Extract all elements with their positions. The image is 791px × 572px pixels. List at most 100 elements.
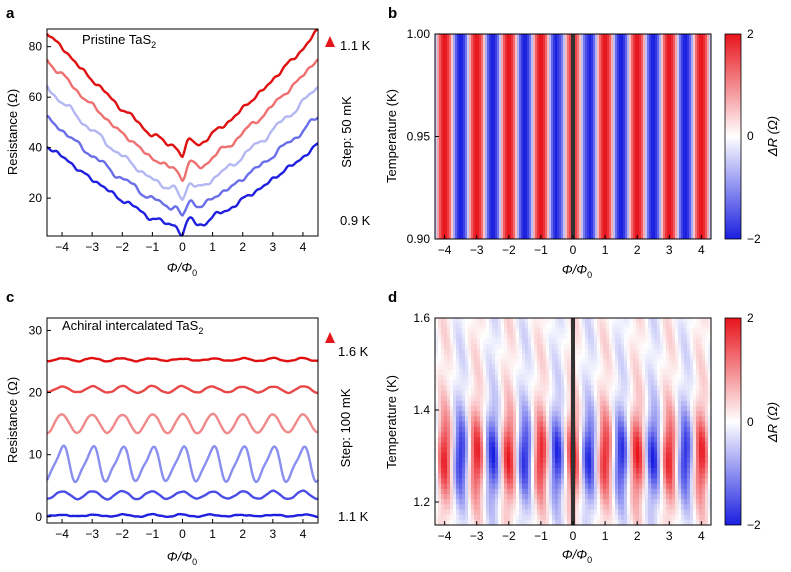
- panel-c-series-line: [46, 356, 319, 363]
- panel-d-heat-cell: [645, 447, 649, 453]
- panel-d-heat-cell: [684, 493, 688, 500]
- panel-d-heat-cell: [537, 390, 541, 397]
- panel-d-heat-cell: [708, 437, 712, 443]
- panel-d-heat-cell: [633, 411, 637, 417]
- panel-d-heat-cell: [585, 411, 589, 417]
- panel-d-heat-cell: [567, 380, 571, 386]
- panel-d-heat-cell: [702, 369, 706, 376]
- panel-d-heat-cell: [630, 411, 634, 417]
- panel-d-heat-cell: [534, 359, 538, 365]
- panel-d-heat-cell: [618, 374, 622, 381]
- panel-d-heat-cell: [699, 488, 703, 495]
- panel-d-heat-cell: [456, 457, 460, 464]
- panel-d-heat-cell: [480, 385, 484, 391]
- panel-d-heat-cell: [585, 483, 589, 490]
- panel-d-heat-cell: [561, 405, 565, 412]
- panel-d-heat-cell: [486, 380, 490, 386]
- panel-d-heat-cell: [513, 447, 517, 453]
- panel-d-heat-cell: [594, 426, 598, 433]
- panel-d-heat-cell: [561, 343, 565, 350]
- panel-d-heat-cell: [633, 359, 637, 365]
- panel-d-heat-cell: [645, 364, 649, 371]
- panel-d-heat-cell: [507, 395, 511, 402]
- panel-d-heat-cell: [534, 411, 538, 417]
- panel-d-heat-cell: [693, 390, 697, 397]
- panel-d-heat-cell: [657, 499, 661, 505]
- panel-d-heat-cell: [552, 333, 556, 340]
- panel-d-heat-cell: [693, 514, 697, 521]
- panel-d-heat-cell: [624, 318, 628, 324]
- panel-d-heat-cell: [543, 343, 547, 350]
- panel-d-heat-cell: [522, 380, 526, 386]
- panel-d-heat-cell: [513, 411, 517, 417]
- panel-d-heat-cell: [474, 374, 478, 381]
- panel-d-heat-cell: [600, 504, 604, 510]
- panel-d-heat-cell: [690, 514, 694, 521]
- panel-d-heat-cell: [459, 447, 463, 453]
- panel-d-heat-cell: [555, 359, 559, 365]
- panel-d-heat-cell: [681, 343, 685, 350]
- panel-d-heat-cell: [699, 369, 703, 376]
- panel-d-heat-cell: [693, 405, 697, 412]
- panel-d-heat-cell: [672, 483, 676, 490]
- panel-d-heat-cell: [453, 333, 457, 340]
- panel-d-heat-cell: [474, 395, 478, 402]
- panel-d-heat-cell: [486, 400, 490, 407]
- panel-d-heat-cell: [534, 349, 538, 355]
- panel-d-heat-cell: [528, 380, 532, 386]
- panel-d-heat-cell: [660, 478, 664, 485]
- panel-d-heat-cell: [543, 478, 547, 485]
- panel-d-heat-cell: [453, 395, 457, 402]
- panel-d-heat-cell: [687, 421, 691, 428]
- panel-d-heat-cell: [441, 488, 445, 495]
- panel-d-heat-cell: [708, 478, 712, 485]
- panel-d-heat-cell: [468, 426, 472, 433]
- panel-d-heat-cell: [564, 359, 568, 365]
- panel-d-heat-cell: [591, 442, 595, 448]
- panel-d-heat-cell: [531, 488, 535, 495]
- panel-d-heat-cell: [537, 385, 541, 391]
- panel-d-heat-cell: [630, 442, 634, 448]
- panel-d-heat-cell: [495, 416, 499, 422]
- panel-d-heat-cell: [684, 478, 688, 485]
- panel-d-heat-cell: [645, 405, 649, 412]
- panel-d-heat-cell: [468, 405, 472, 412]
- panel-d-heat-cell: [639, 504, 643, 510]
- panel-d-heat-cell: [627, 328, 631, 334]
- panel-d-heat-cell: [486, 457, 490, 464]
- panel-d-heat-cell: [636, 416, 640, 422]
- panel-d-heat-cell: [585, 416, 589, 422]
- panel-d-heat-cell: [513, 426, 517, 433]
- panel-d-heat-cell: [474, 338, 478, 345]
- panel-d-heat-cell: [546, 426, 550, 433]
- panel-d-heat-cell: [495, 483, 499, 490]
- panel-d-heat-cell: [513, 416, 517, 422]
- panel-d-heat-cell: [666, 364, 670, 371]
- panel-d-heat-cell: [663, 318, 667, 324]
- panel-d-heat-cell: [462, 483, 466, 490]
- panel-a-arrow-step: Step: 50 mK: [339, 96, 354, 168]
- panel-d-heat-cell: [516, 426, 520, 433]
- panel-d-heat-cell: [585, 519, 589, 526]
- panel-d-heat-cell: [624, 509, 628, 516]
- panel-d-heat-cell: [642, 416, 646, 422]
- panel-d-heat-cell: [675, 421, 679, 428]
- panel-d-heat-cell: [537, 333, 541, 340]
- panel-d-heat-cell: [492, 442, 496, 448]
- panel-d-heat-cell: [489, 421, 493, 428]
- panel-d-heat-cell: [504, 473, 508, 479]
- panel-d-heat-cell: [708, 457, 712, 464]
- panel-b-heat-cell: [487, 34, 490, 239]
- panel-d-heat-cell: [561, 437, 565, 443]
- panel-d-heat-cell: [696, 374, 700, 381]
- panel-d-heat-cell: [627, 514, 631, 521]
- panel-d-heat-cell: [669, 328, 673, 334]
- panel-d-heat-cell: [549, 338, 553, 345]
- panel-d-heat-cell: [636, 488, 640, 495]
- panel-d-heat-cell: [669, 442, 673, 448]
- panel-d-heat-cell: [510, 504, 514, 510]
- panel-d-heat-cell: [561, 483, 565, 490]
- panel-d-heat-cell: [684, 328, 688, 334]
- panel-d-heat-cell: [615, 426, 619, 433]
- panel-d-heat-cell: [705, 390, 709, 397]
